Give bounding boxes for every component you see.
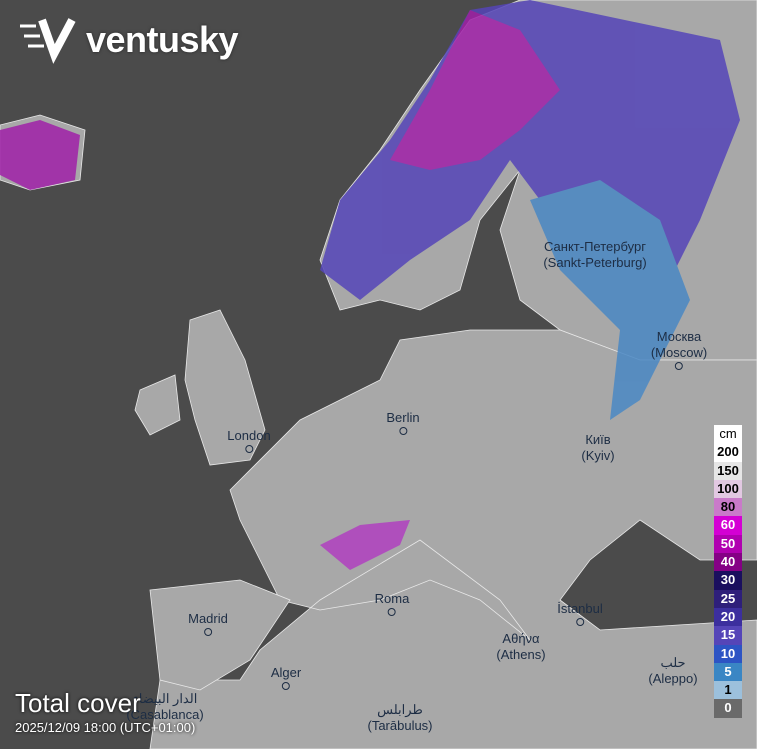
city-name: الدار البيضاء [132,691,198,706]
legend-item: 0 [714,699,742,718]
city-name-latin: (Sankt-Peterburg) [543,255,647,270]
layer-title: Total cover [15,688,141,718]
city-label-athens[interactable]: Αθήνα (Athens) [496,631,545,663]
legend-item: 60 [714,516,742,535]
city-name: İstanbul [557,601,603,616]
legend-item: 5 [714,662,742,682]
land-britain [184,309,266,466]
city-name: Alger [270,665,302,680]
city-name: طرابلس [377,702,423,717]
city-name-latin: (Casablanca) [126,707,204,722]
city-label-kyiv[interactable]: Київ (Kyiv) [581,432,614,464]
city-label-london[interactable]: London [227,428,271,453]
legend-item: 100 [714,479,742,499]
land-continent [149,329,757,749]
city-name: Madrid [188,611,228,626]
city-label-roma[interactable]: Roma [374,591,410,616]
legend-item: 30 [714,571,742,590]
city-name: Київ [585,432,611,447]
city-name: London [227,428,271,443]
snow-cover-legend[interactable]: cm 200 150 100 80 60 50 40 30 25 20 15 10 5 1 0 [714,425,742,718]
legend-item: 200 [714,443,742,462]
legend-item: 1 [714,681,742,700]
city-name: Москва [656,329,702,344]
city-label-tripoli[interactable]: طرابلس (Tarābulus) [367,702,432,734]
city-label-alger[interactable]: Alger [271,665,301,690]
land-ireland [134,374,181,436]
legend-item: 50 [714,534,742,554]
city-name-latin: (Moscow) [650,345,708,360]
city-name-latin: (Tarābulus) [367,718,433,733]
city-label-berlin[interactable]: Berlin [386,410,420,435]
city-label-saint-petersburg[interactable]: Санкт-Петербург (Sankt-Peterburg) [543,239,646,271]
ventusky-logo-icon [20,18,76,64]
ventusky-logo[interactable]: ventusky [20,16,239,64]
legend-item: 25 [714,589,742,608]
city-name: Санкт-Петербург [544,239,646,254]
city-name-latin: (Kyiv) [581,448,615,463]
snow-cover [0,0,740,570]
city-label-istanbul[interactable]: İstanbul [557,601,603,626]
legend-item: 40 [714,553,742,572]
forecast-datetime: 2025/12/09 18:00 (UTC+01:00) [15,720,196,735]
city-name: حلب [660,655,686,670]
legend-item: 150 [714,461,742,480]
legend-item: 15 [714,626,742,645]
city-name: Berlin [386,410,420,425]
city-name: Αθήνα [502,631,540,646]
legend-item: 10 [714,644,742,663]
city-label-madrid[interactable]: Madrid [188,611,228,636]
city-label-moscow[interactable]: Москва (Moscow) [651,329,707,370]
land-iberia [149,579,291,691]
city-label-aleppo[interactable]: حلب (Aleppo) [648,655,697,687]
city-name-latin: (Aleppo) [648,671,698,686]
city-name-latin: (Athens) [496,647,546,662]
city-name: Roma [374,591,410,606]
legend-item: 80 [714,498,742,517]
legend-item: 20 [714,607,742,627]
legend-unit: cm [714,425,742,444]
brand-name: ventusky [86,19,239,60]
city-label-casablanca[interactable]: الدار البيضاء (Casablanca) [126,691,203,723]
